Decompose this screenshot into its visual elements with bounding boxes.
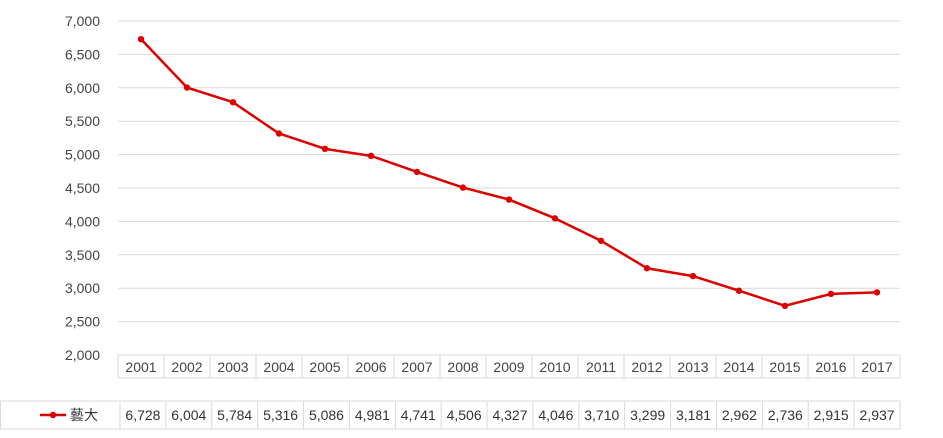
data-table-value: 2,937 bbox=[860, 407, 895, 423]
data-table-value: 6,004 bbox=[171, 407, 206, 423]
y-tick-label: 6,500 bbox=[65, 46, 100, 62]
x-tick-label: 2017 bbox=[861, 359, 892, 375]
x-axis-category-table: 2001 2002 2003 2004 2005 2006 2007 2008 2009 2010… bbox=[117, 355, 901, 379]
x-tick-label: 2010 bbox=[539, 359, 570, 375]
grid-lines bbox=[118, 20, 900, 356]
y-axis-tick-labels: 2,000 2,500 3,000 3,500 4,000 4,500 5,000 5,500… bbox=[65, 13, 100, 363]
data-table-value: 4,741 bbox=[401, 407, 436, 423]
data-point bbox=[275, 130, 283, 137]
data-point bbox=[229, 99, 237, 106]
data-table-value: 4,046 bbox=[538, 407, 573, 423]
x-tick-label: 2013 bbox=[677, 359, 708, 375]
data-point bbox=[551, 215, 559, 222]
data-table-value: 2,736 bbox=[768, 407, 803, 423]
data-table-value: 4,506 bbox=[447, 407, 482, 423]
data-table-value: 5,316 bbox=[263, 407, 298, 423]
data-point bbox=[459, 184, 467, 191]
x-tick-label: 2016 bbox=[815, 359, 846, 375]
data-point bbox=[321, 145, 329, 153]
x-tick-label: 2012 bbox=[631, 359, 662, 375]
y-tick-label: 6,000 bbox=[65, 80, 100, 96]
y-tick-label: 7,000 bbox=[65, 13, 100, 29]
series-line-group bbox=[137, 35, 881, 310]
data-table-value: 3,710 bbox=[584, 407, 619, 423]
y-tick-label: 3,500 bbox=[65, 247, 100, 263]
x-tick-label: 2006 bbox=[355, 359, 386, 375]
data-point bbox=[505, 196, 513, 203]
x-tick-label: 2011 bbox=[586, 359, 616, 375]
x-tick-label: 2001 bbox=[125, 359, 156, 375]
data-point bbox=[367, 152, 375, 160]
series-line bbox=[139, 37, 879, 308]
y-tick-label: 4,500 bbox=[65, 180, 100, 196]
x-tick-label: 2009 bbox=[493, 359, 524, 375]
y-tick-label: 2,000 bbox=[65, 347, 100, 363]
data-table-border bbox=[0, 400, 901, 430]
x-tick-label: 2014 bbox=[723, 359, 754, 375]
data-table-value: 3,299 bbox=[630, 407, 665, 423]
y-tick-label: 5,000 bbox=[65, 147, 100, 163]
data-table-value: 5,784 bbox=[217, 407, 252, 423]
data-table-value: 4,981 bbox=[355, 407, 390, 423]
data-point bbox=[735, 287, 743, 294]
data-point bbox=[689, 272, 697, 280]
data-point bbox=[413, 168, 421, 176]
data-point bbox=[137, 35, 145, 43]
data-point bbox=[781, 302, 789, 310]
x-tick-label: 2003 bbox=[217, 359, 248, 375]
x-tick-label: 2005 bbox=[309, 359, 340, 375]
x-tick-label: 2002 bbox=[171, 359, 202, 375]
data-table-value: 3,181 bbox=[676, 407, 711, 423]
x-tick-label: 2007 bbox=[401, 359, 432, 375]
x-tick-label: 2004 bbox=[263, 359, 294, 375]
data-table-value: 6,728 bbox=[125, 407, 160, 423]
data-table-value: 4,327 bbox=[492, 407, 527, 423]
y-tick-label: 5,500 bbox=[65, 113, 100, 129]
data-point bbox=[597, 237, 605, 244]
data-table-value: 2,915 bbox=[814, 407, 849, 423]
legend-marker bbox=[49, 411, 57, 419]
data-table-value: 5,086 bbox=[309, 407, 344, 423]
x-tick-label: 2015 bbox=[769, 359, 800, 375]
y-tick-label: 3,000 bbox=[65, 280, 100, 296]
data-point bbox=[873, 289, 881, 296]
data-point bbox=[827, 290, 835, 298]
x-tick-label: 2008 bbox=[447, 359, 478, 375]
data-table: 藝大 6,728 6,004 5,784 5,316 5,086 4,981 4,741 4,5… bbox=[0, 400, 901, 430]
data-point bbox=[643, 265, 651, 272]
y-tick-label: 2,500 bbox=[65, 314, 100, 330]
data-point bbox=[183, 84, 191, 91]
y-tick-label: 4,000 bbox=[65, 213, 100, 229]
data-table-value: 2,962 bbox=[722, 407, 757, 423]
legend-series-name: 藝大 bbox=[70, 407, 98, 423]
